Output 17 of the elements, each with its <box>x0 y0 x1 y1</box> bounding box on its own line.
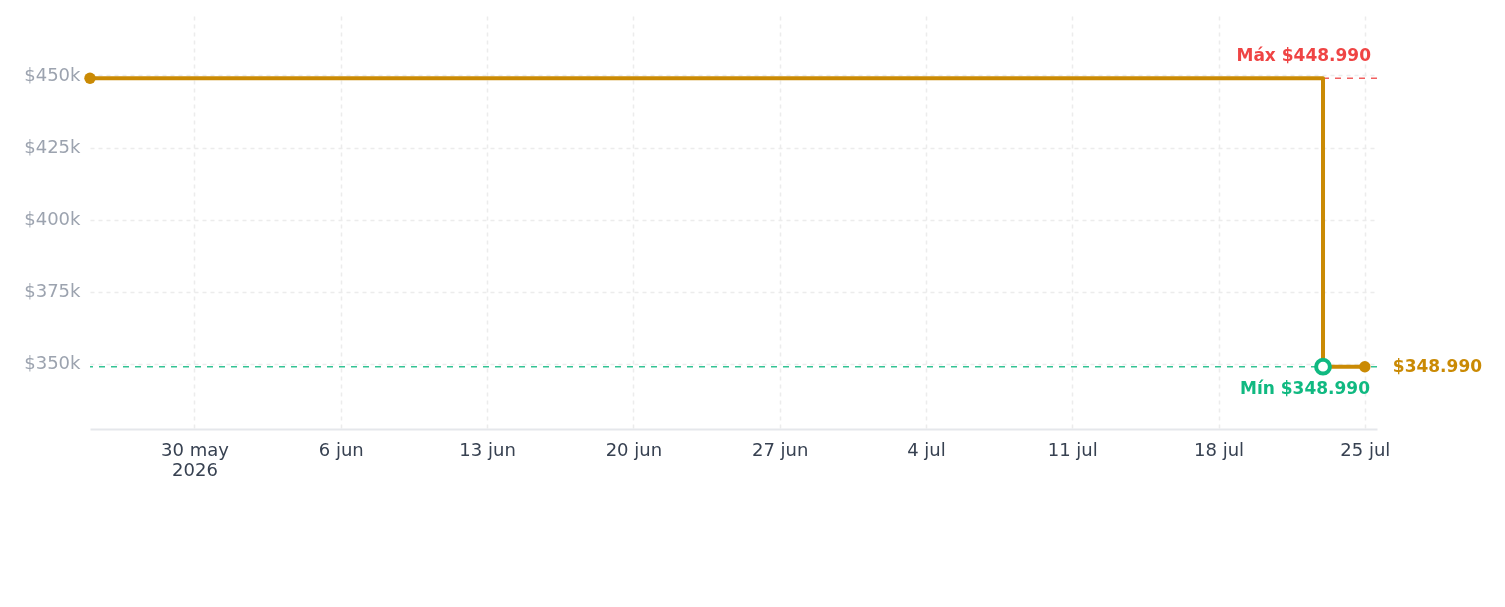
data-label: $348.990 <box>1392 355 1483 376</box>
x-tick-label: 11 jul <box>1047 438 1098 460</box>
x-tick-label: 13 jun <box>459 438 516 460</box>
x-tick-label: 30 may 2026 <box>161 438 230 480</box>
x-tick-label: 20 jun <box>605 438 663 460</box>
y-tick-label: $400k <box>24 208 82 230</box>
y-tick-label: $450k <box>24 63 82 85</box>
annotation: Mín $348.990 <box>1239 377 1371 398</box>
x-tick-label: 18 jul <box>1194 438 1245 460</box>
ref-line-label: Máx $448.990 <box>1236 45 1372 66</box>
x-tick-label: 4 jul <box>907 438 946 460</box>
y-tick-label: $425k <box>24 136 82 158</box>
x-tick-label: 6 jun <box>318 438 364 460</box>
x-tick-label: 27 jun <box>751 438 809 460</box>
y-tick-label: $375k <box>24 280 82 302</box>
x-tick-label: 25 jul <box>1340 438 1391 460</box>
y-tick-label: $350k <box>24 352 82 374</box>
